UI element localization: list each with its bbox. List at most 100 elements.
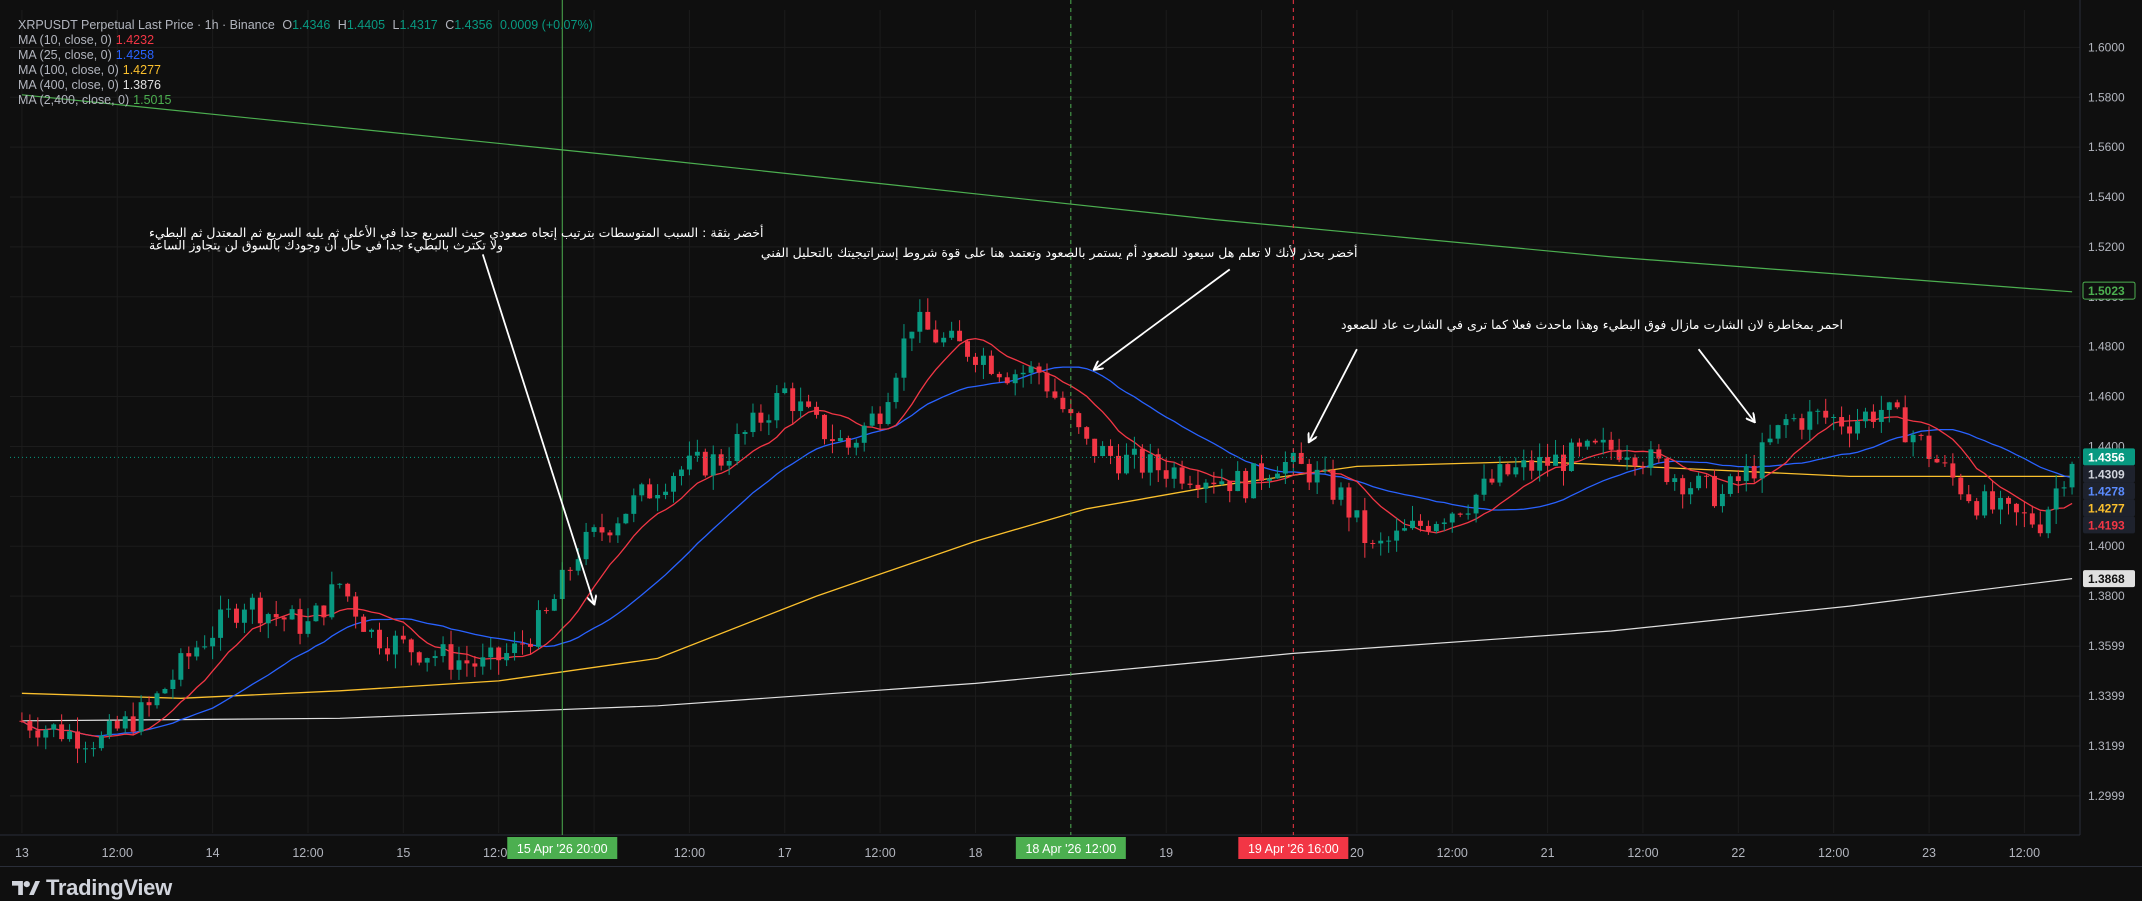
candle-body — [194, 647, 200, 657]
price-label-badge — [2083, 516, 2135, 534]
candle-body — [67, 731, 73, 740]
candle-body — [718, 454, 724, 466]
candle-body — [1974, 501, 1980, 516]
candle-body — [186, 653, 192, 657]
candle-body — [583, 531, 589, 560]
chart-legend: XRPUSDT Perpetual Last Price · 1h · Bina… — [18, 18, 593, 108]
ma-100-line — [21, 460, 2073, 699]
candle-body — [893, 377, 899, 403]
candle-body — [1847, 426, 1853, 434]
candle-body — [1553, 454, 1559, 466]
indicator-row-ma2400[interactable]: MA (2,400, close, 0) 1.5015 — [18, 93, 593, 108]
candle-body — [106, 720, 112, 736]
candle-body — [1529, 460, 1535, 471]
indicator-row-ma100[interactable]: MA (100, close, 0) 1.4277 — [18, 63, 593, 78]
candle-body — [822, 414, 827, 440]
candle-body — [615, 523, 621, 536]
y-tick-label: 1.3800 — [2088, 589, 2125, 603]
indicator-row-ma10[interactable]: MA (10, close, 0) 1.4232 — [18, 33, 593, 48]
candle-body — [384, 648, 390, 655]
candle-body — [1982, 491, 1988, 516]
indicator-row-ma400[interactable]: MA (400, close, 0) 1.3876 — [18, 78, 593, 93]
candle-body — [694, 451, 700, 456]
ma-2400-line — [21, 94, 2073, 293]
candle-body — [1696, 475, 1702, 489]
candle-body — [1719, 493, 1725, 507]
candle-body — [1410, 520, 1415, 529]
candle-body — [392, 635, 398, 655]
candle-body — [1958, 477, 1964, 495]
candle-body — [774, 393, 780, 421]
candle-body — [1855, 421, 1860, 434]
candle-body — [2006, 497, 2011, 504]
candle-body — [996, 373, 1002, 378]
candle-body — [742, 432, 748, 435]
price-label-text: 1.5023 — [2088, 284, 2125, 298]
candle-body — [1680, 478, 1686, 495]
y-tick-label: 1.3199 — [2088, 739, 2125, 753]
candle-body — [1235, 470, 1241, 492]
candle-body — [1108, 445, 1114, 456]
candle-body — [408, 639, 414, 653]
candle-body — [313, 605, 319, 622]
candle-body — [1282, 461, 1288, 474]
candle-body — [1243, 470, 1249, 499]
candle-body — [2061, 487, 2067, 489]
candle-body — [1998, 497, 2004, 510]
candle-body — [162, 689, 168, 694]
candle-body — [885, 402, 891, 424]
candle-body — [1576, 442, 1582, 447]
price-label-badge — [2083, 570, 2135, 588]
chart-svg[interactable]: 1.60001.58001.56001.54001.52001.50001.48… — [0, 0, 2142, 867]
vertical-marker-badge — [1015, 837, 1126, 859]
price-label-badge — [2083, 499, 2135, 517]
symbol-title[interactable]: XRPUSDT Perpetual Last Price · 1h · Bina… — [18, 18, 275, 32]
candle-body — [1251, 463, 1257, 499]
candle-body — [909, 331, 915, 339]
tradingview-logo[interactable]: TradingView — [12, 875, 172, 901]
candle-body — [877, 413, 883, 424]
x-tick-label: 12:00 — [292, 846, 323, 860]
candle-body — [1465, 513, 1471, 515]
candle-body — [1187, 483, 1193, 485]
candle-body — [1346, 487, 1352, 518]
candle-body — [1052, 391, 1058, 398]
candle-body — [655, 495, 661, 499]
candle-body — [1735, 476, 1741, 482]
candle-body — [726, 460, 732, 466]
indicator-row-ma25[interactable]: MA (25, close, 0) 1.4258 — [18, 48, 593, 63]
candle-body — [1060, 397, 1066, 410]
candle-body — [1084, 427, 1090, 439]
candle-body — [83, 748, 88, 750]
candle-body — [1322, 469, 1328, 471]
x-tick-label: 12:00 — [1437, 846, 1468, 860]
price-label-text: 1.4309 — [2088, 467, 2125, 481]
candle-body — [1910, 434, 1916, 443]
candle-body — [1759, 442, 1765, 479]
candle-body — [241, 609, 247, 623]
candle-body — [1219, 481, 1225, 485]
candle-body — [43, 729, 49, 738]
candle-body — [464, 660, 470, 664]
candle-body — [1568, 442, 1574, 472]
candle-body — [980, 355, 986, 365]
indicator-label: MA (25, close, 0) — [18, 48, 112, 62]
candle-body — [520, 643, 525, 645]
candle-body — [1767, 438, 1773, 443]
candle-body — [1561, 454, 1566, 472]
annotation-text: احمر بمخاطرة لان الشارت مازال فوق البطيء… — [1341, 317, 1843, 333]
candle-body — [1926, 435, 1932, 459]
candle-body — [289, 609, 295, 620]
annotation-arrow — [1697, 348, 1755, 421]
candle-body — [1267, 478, 1272, 481]
indicator-label: MA (2,400, close, 0) — [18, 93, 130, 107]
candle-body — [1100, 445, 1106, 457]
vertical-marker-label: 15 Apr '26 20:00 — [517, 842, 608, 856]
price-label-badge — [2083, 482, 2135, 500]
candle-body — [1815, 410, 1821, 412]
candle-body — [19, 720, 25, 722]
symbol-row[interactable]: XRPUSDT Perpetual Last Price · 1h · Bina… — [18, 18, 593, 33]
candle-body — [1672, 478, 1678, 483]
indicator-value: 1.5015 — [133, 93, 172, 107]
